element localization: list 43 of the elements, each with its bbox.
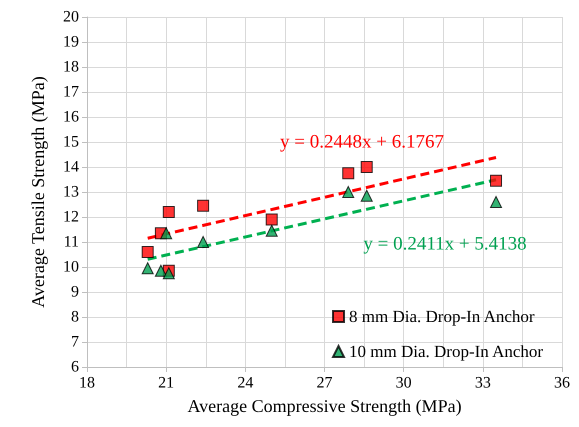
y-tick-label: 11 [64,234,79,250]
legend-label: 10 mm Dia. Drop-In Anchor [349,342,544,361]
x-tick-label: 24 [237,374,254,392]
y-tick-label: 13 [63,184,79,200]
y-tick-label: 19 [63,34,79,50]
y-tick-label: 12 [63,208,79,226]
point [154,264,167,277]
point [266,224,278,237]
x-tick-label: 33 [474,374,491,392]
y-tick-label: 14 [63,158,79,176]
legend-label: 8 mm Dia. Drop-In Anchor [349,307,535,326]
point [197,200,210,212]
point [490,196,502,208]
point [162,206,175,218]
x-tick-label: 36 [554,374,570,392]
x-axis-title: Average Compressive Strength (MPa) [187,396,462,416]
point [197,236,210,248]
y-tick-label: 6 [71,358,79,376]
point [490,174,502,187]
x-tick-label: 21 [158,374,174,392]
y-tick-label: 18 [63,58,79,76]
y-axis-title: Average Tensile Strength (MPa) [28,76,48,308]
point [342,186,354,198]
y-tick-label: 9 [71,284,79,300]
point [360,190,373,202]
y-tick-label: 16 [63,108,79,126]
point [360,161,373,173]
y-tick-label: 15 [63,134,79,150]
y-tick-label: 20 [63,8,79,26]
point [142,246,154,258]
y-tick-label: 8 [71,308,79,326]
point [342,167,354,180]
point [162,267,175,280]
point [266,214,278,226]
point [160,227,172,240]
y-tick-label: 10 [63,258,79,276]
point [142,262,154,274]
annotation: y = 0.2411x + 5.4138 [363,234,527,254]
annotation: y = 0.2448x + 6.1767 [280,132,444,152]
y-tick-label: 7 [71,334,79,350]
y-tick-label: 17 [63,84,79,100]
x-tick-label: 27 [316,374,332,392]
x-tick-label: 30 [396,374,412,392]
